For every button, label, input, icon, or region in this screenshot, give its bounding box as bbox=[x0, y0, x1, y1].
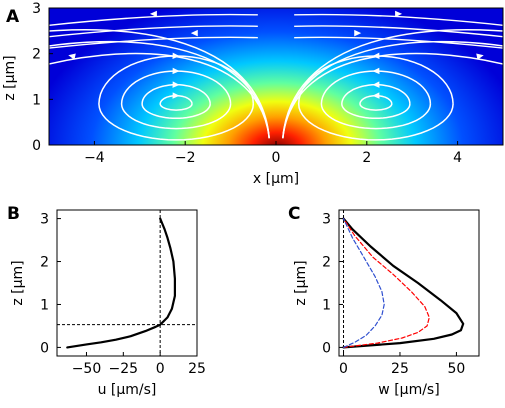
streamline bbox=[49, 36, 258, 49]
streamline-arrow bbox=[172, 52, 180, 60]
x-axis-label-c: w [μm/s] bbox=[378, 382, 439, 398]
streamline bbox=[320, 70, 432, 130]
streamline-arrow bbox=[190, 29, 198, 37]
y-tick-label-c: 2 bbox=[322, 255, 331, 271]
y-axis-label-a: z [μm] bbox=[2, 55, 18, 100]
heatmap-field bbox=[49, 8, 503, 145]
x-tick-label-a: −2 bbox=[175, 150, 196, 166]
streamline-arrow bbox=[172, 81, 180, 88]
x-tick-label-b: −50 bbox=[72, 361, 102, 377]
x-axis-label-b: u [μm/s] bbox=[98, 382, 157, 398]
streamline-arrow bbox=[372, 67, 380, 75]
x-tick-label-b: −25 bbox=[109, 361, 139, 377]
series-line-c-2 bbox=[342, 218, 385, 348]
plot-frame-b bbox=[56, 209, 198, 357]
y-tick-label-b: 2 bbox=[40, 255, 49, 271]
y-tick-label-c: 0 bbox=[322, 340, 331, 356]
series-line-c-0 bbox=[342, 217, 465, 349]
y-tick-label-a: 0 bbox=[32, 138, 41, 154]
y-tick-label-c: 3 bbox=[322, 212, 331, 228]
y-tick-label-b: 1 bbox=[40, 297, 49, 313]
streamline bbox=[49, 13, 258, 26]
panel-b: B −50 −25 0 25 0 1 2 3 u [μm/s] z [μm] bbox=[7, 204, 206, 398]
streamline-arrow bbox=[172, 67, 180, 75]
x-tick-label-c: 50 bbox=[448, 361, 466, 377]
streamline-arrow bbox=[476, 53, 484, 60]
panel-letter-c: C bbox=[288, 204, 300, 224]
streamline bbox=[49, 29, 270, 139]
y-tick-label-a: 3 bbox=[32, 1, 41, 17]
streamline bbox=[120, 70, 232, 130]
streamline bbox=[49, 25, 258, 38]
x-tick-label-c: 0 bbox=[339, 361, 348, 377]
streamline-arrow bbox=[372, 81, 380, 88]
x-tick-label-a: −4 bbox=[84, 150, 105, 166]
x-axis-label-a: x [μm] bbox=[253, 171, 299, 187]
y-tick-label-c: 1 bbox=[322, 297, 331, 313]
panel-c: C 0 25 50 0 1 2 3 w [μm/s] z [μm] bbox=[288, 204, 480, 398]
streamline-arrow bbox=[172, 92, 180, 99]
streamline-arrow bbox=[68, 53, 76, 60]
streamline-arrow bbox=[395, 10, 403, 18]
panel-letter-a: A bbox=[6, 7, 20, 27]
streamlines bbox=[49, 10, 503, 141]
streamline bbox=[294, 25, 503, 38]
panel-a: A −4 −2 0 2 4 0 1 2 3 x [μm] z [μm] bbox=[2, 1, 504, 187]
streamline-arrow bbox=[149, 10, 157, 18]
y-tick-label-b: 0 bbox=[40, 340, 49, 356]
y-tick-label-a: 1 bbox=[32, 92, 41, 108]
x-tick-label-a: 4 bbox=[453, 150, 462, 166]
streamline-arrow bbox=[372, 92, 380, 99]
streamline-arrow bbox=[372, 52, 380, 60]
streamline bbox=[282, 29, 503, 139]
streamline bbox=[141, 83, 211, 120]
x-tick-label-c: 25 bbox=[391, 361, 409, 377]
panel-letter-b: B bbox=[7, 204, 20, 224]
series-line-b-0 bbox=[66, 217, 176, 349]
streamline bbox=[297, 55, 454, 141]
x-tick-label-a: 0 bbox=[272, 150, 281, 166]
x-tick-label-a: 2 bbox=[362, 150, 371, 166]
y-axis-label-b: z [μm] bbox=[10, 260, 26, 305]
streamline bbox=[359, 94, 393, 111]
x-tick-label-b: 25 bbox=[188, 361, 206, 377]
series-line-c-1 bbox=[342, 218, 430, 348]
y-tick-label-b: 3 bbox=[40, 212, 49, 228]
plot-frame-c bbox=[338, 209, 480, 357]
streamline-arrow bbox=[354, 29, 362, 37]
y-tick-label-a: 2 bbox=[32, 47, 41, 63]
streamline bbox=[294, 36, 503, 49]
streamline bbox=[282, 40, 503, 139]
x-tick-label-b: 0 bbox=[156, 361, 165, 377]
streamline bbox=[49, 40, 270, 139]
y-axis-label-c: z [μm] bbox=[293, 260, 309, 305]
streamline bbox=[159, 94, 193, 111]
streamline bbox=[294, 13, 503, 26]
streamline bbox=[341, 83, 411, 120]
